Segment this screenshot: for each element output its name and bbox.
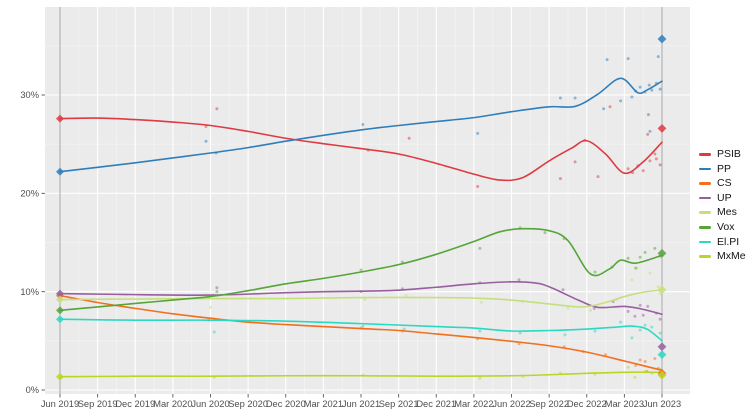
result-2023-mxme [657, 370, 667, 380]
result-2019-up [56, 289, 64, 298]
poll-points-el.pi [212, 320, 662, 340]
x-tick-label: Mar 2023 [605, 399, 644, 409]
trend-line-up [59, 280, 663, 316]
legend-label: Vox [717, 221, 735, 234]
result-2023-mes [657, 285, 667, 295]
y-tick-label: 10% [20, 287, 39, 297]
x-tick-label: Dec 2022 [567, 399, 607, 409]
legend-item-psib: PSIB [699, 147, 746, 162]
x-tick-label: Jun 2019 [41, 399, 79, 409]
result-2019-vox [56, 306, 64, 315]
result-2023-psib [657, 124, 667, 133]
x-tick-label: Sep 2020 [228, 399, 268, 409]
data-layer [56, 34, 667, 381]
legend-item-el.pi: El.PI [699, 235, 746, 250]
legend-swatch-psib [699, 152, 711, 156]
x-tick-label: Jun 2020 [191, 399, 229, 409]
trend-line-cs [59, 294, 663, 372]
legend-label: CS [717, 177, 732, 190]
x-tick-label: Dec 2021 [416, 399, 456, 409]
legend-label: El.PI [717, 235, 740, 248]
legend: PSIB PP CS UP Mes Vox El.PI MxMe [699, 147, 746, 264]
result-2019-el.pi [56, 315, 64, 324]
legend-item-mes: Mes [699, 205, 746, 220]
x-tick-label: Mar 2022 [454, 399, 493, 409]
result-2019-pp [56, 167, 64, 176]
trend-line-vox [59, 227, 663, 312]
legend-swatch-cs [699, 182, 711, 185]
legend-item-cs: CS [699, 176, 746, 191]
legend-item-vox: Vox [699, 220, 746, 235]
legend-label: PP [717, 162, 732, 175]
result-2023-up [657, 342, 667, 352]
legend-swatch-mes [699, 211, 711, 215]
x-tick-label: Dec 2020 [266, 399, 306, 409]
x-tick-label: Dec 2019 [115, 399, 155, 409]
trend-line-pp [59, 77, 663, 173]
legend-label: Mes [717, 206, 737, 219]
result-2023-el.pi [657, 350, 667, 360]
x-tick-label: Sep 2019 [78, 399, 118, 409]
result-2019-psib [56, 114, 64, 123]
result-2019-mes [56, 295, 64, 304]
y-tick-label: 30% [20, 90, 39, 100]
legend-swatch-el.pi [699, 240, 711, 244]
legend-item-pp: PP [699, 162, 746, 177]
trend-line-psib [59, 117, 663, 182]
legend-label: MxMe [717, 250, 746, 263]
legend-swatch-mxme [699, 255, 711, 258]
x-tick-label: Jun 2022 [492, 399, 530, 409]
x-tick-label: Mar 2020 [153, 399, 192, 409]
legend-swatch-up [699, 196, 711, 200]
legend-swatch-pp [699, 167, 711, 171]
result-2019-mxme [56, 372, 64, 381]
x-tick-label: Jun 2023 [643, 399, 681, 409]
legend-label: UP [717, 191, 732, 204]
y-tick-label: 20% [20, 189, 39, 199]
legend-swatch-vox [699, 225, 711, 229]
plot-area [45, 7, 690, 394]
x-tick-label: Jun 2021 [342, 399, 380, 409]
trend-line-mxme [59, 371, 663, 378]
result-2023-vox [657, 248, 667, 258]
x-tick-label: Sep 2022 [529, 399, 569, 409]
result-2023-pp [657, 34, 667, 44]
legend-item-mxme: MxMe [699, 249, 746, 264]
y-tick-label: 0% [26, 385, 39, 395]
legend-item-up: UP [699, 191, 746, 206]
trend-line-mes [59, 289, 663, 308]
trend-line-el.pi [59, 318, 663, 342]
x-tick-label: Sep 2021 [379, 399, 419, 409]
legend-label: PSIB [717, 148, 741, 161]
x-tick-label: Mar 2021 [304, 399, 343, 409]
